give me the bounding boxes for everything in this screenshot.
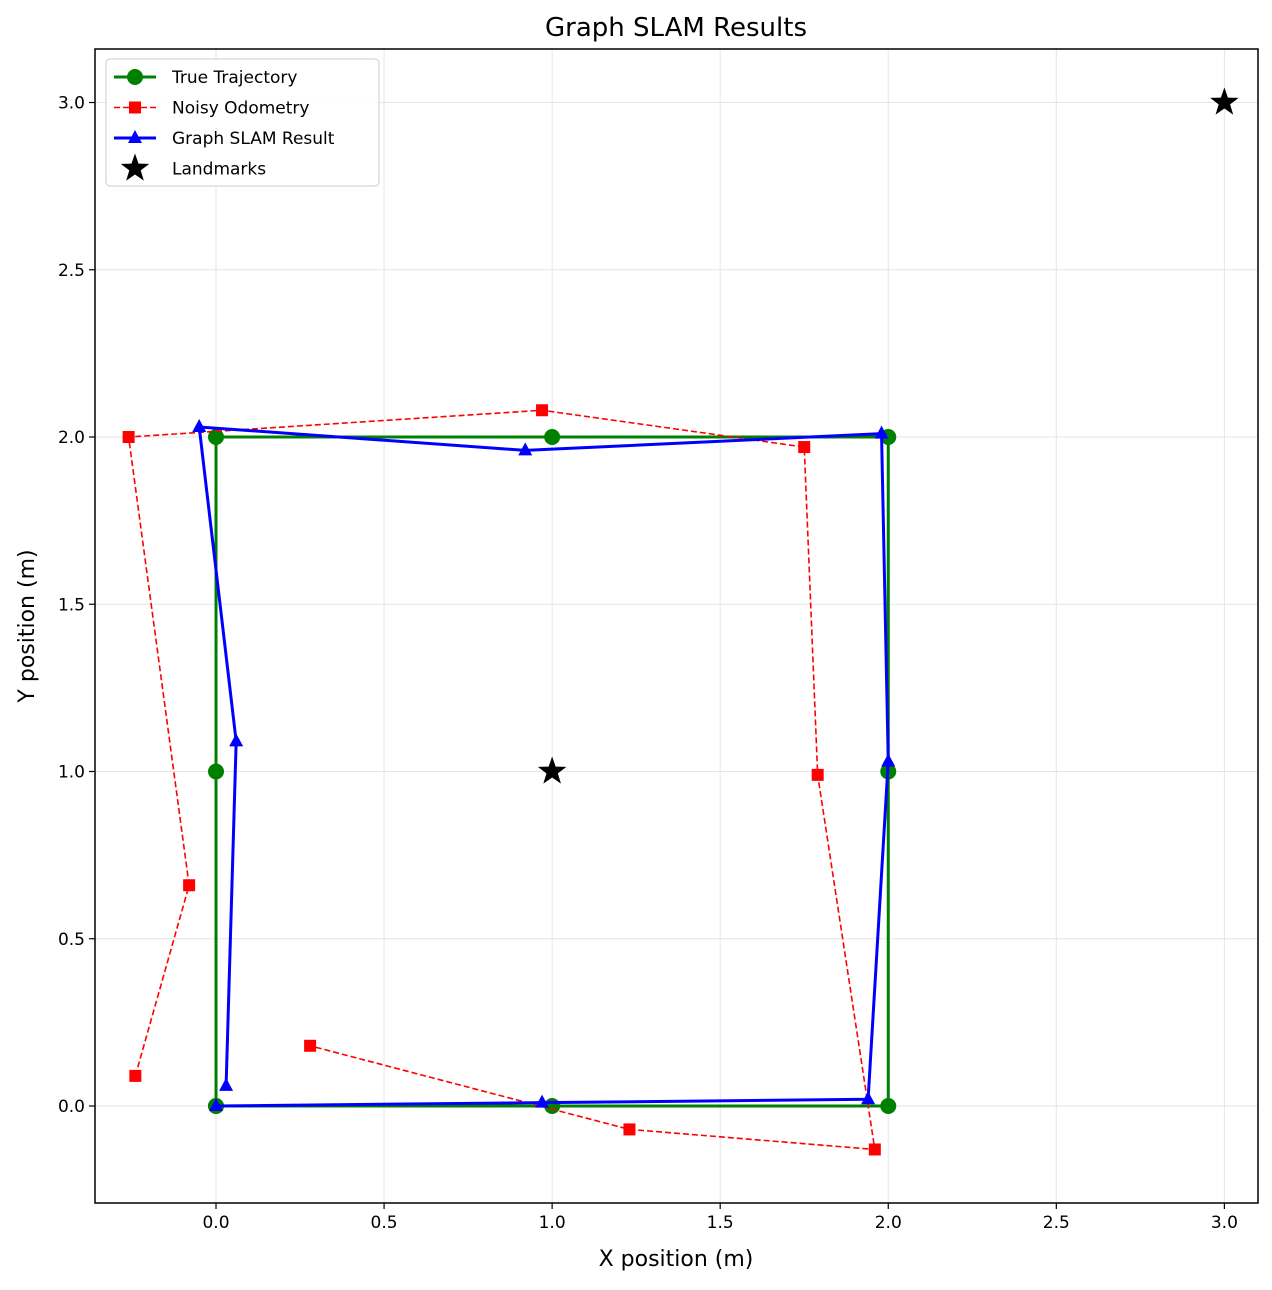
data-point <box>623 1123 636 1136</box>
x-tick-label: 0.0 <box>202 1213 229 1233</box>
data-point <box>209 1097 224 1111</box>
x-tick-label: 0.5 <box>371 1213 398 1233</box>
y-tick-label: 2.5 <box>58 261 85 281</box>
data-point <box>208 763 225 780</box>
data-point <box>304 1039 317 1052</box>
data-point <box>518 442 533 456</box>
data-point <box>192 418 207 432</box>
chart-title: Graph SLAM Results <box>545 13 807 43</box>
legend-entry: Landmarks <box>120 153 266 181</box>
data-point <box>811 768 824 781</box>
legend-marker <box>128 130 142 143</box>
data-point <box>183 879 196 892</box>
data-point <box>874 425 889 439</box>
legend-label: Graph SLAM Result <box>172 129 335 149</box>
data-point <box>122 431 135 444</box>
y-tick-label: 2.0 <box>58 428 85 448</box>
legend: True Trajectory Noisy Odometry Graph SLAM … <box>105 58 380 187</box>
data-point <box>861 1091 876 1105</box>
y-tick-label: 0.0 <box>58 1097 85 1117</box>
data-point <box>535 1094 550 1108</box>
ticks: 0.0 0.5 1.0 1.5 2.0 2.5 3.0 0.0 0.5 1.0 1.5 2.0 2.5 3… <box>58 94 1238 1233</box>
series-graph-slam-result <box>192 418 896 1111</box>
legend-label: True Trajectory <box>171 68 297 88</box>
landmark-point <box>1210 87 1239 115</box>
data-point <box>536 404 549 417</box>
legend-marker <box>129 101 141 114</box>
y-tick-label: 0.5 <box>58 930 85 950</box>
legend-marker <box>127 69 143 85</box>
data-point <box>219 1077 234 1091</box>
series-true-trajectory <box>208 429 897 1114</box>
plot-frame <box>94 48 1259 1204</box>
legend-entry: Graph SLAM Result <box>114 129 335 149</box>
data-point <box>129 1069 142 1082</box>
legend-box <box>105 58 380 187</box>
y-tick-label: 3.0 <box>58 94 85 114</box>
x-tick-label: 1.5 <box>707 1213 734 1233</box>
x-tick-label: 3.0 <box>1211 1213 1238 1233</box>
y-tick-label: 1.0 <box>58 763 85 783</box>
x-tick-label: 1.0 <box>539 1213 566 1233</box>
series-landmarks <box>537 87 1239 784</box>
landmark-point <box>537 756 567 784</box>
legend-label: Noisy Odometry <box>172 99 309 119</box>
series-layer <box>122 87 1239 1156</box>
series-noisy-odometry <box>122 404 881 1156</box>
x-axis-label: X position (m) <box>599 1247 754 1272</box>
legend-label: Landmarks <box>172 160 266 180</box>
data-point <box>229 733 244 747</box>
x-tick-label: 2.5 <box>1043 1213 1070 1233</box>
y-axis-label: Y position (m) <box>15 549 40 703</box>
data-point <box>544 429 561 446</box>
data-point <box>868 1143 881 1156</box>
legend-entry: Noisy Odometry <box>114 99 309 119</box>
legend-entry: True Trajectory <box>114 68 297 88</box>
data-point <box>881 753 896 767</box>
data-point <box>880 1097 897 1114</box>
x-tick-label: 2.0 <box>875 1213 902 1233</box>
legend-marker <box>120 153 150 181</box>
series-line <box>127 409 876 1151</box>
data-point <box>798 441 811 454</box>
y-tick-label: 1.5 <box>58 595 85 615</box>
data-point <box>208 429 225 446</box>
